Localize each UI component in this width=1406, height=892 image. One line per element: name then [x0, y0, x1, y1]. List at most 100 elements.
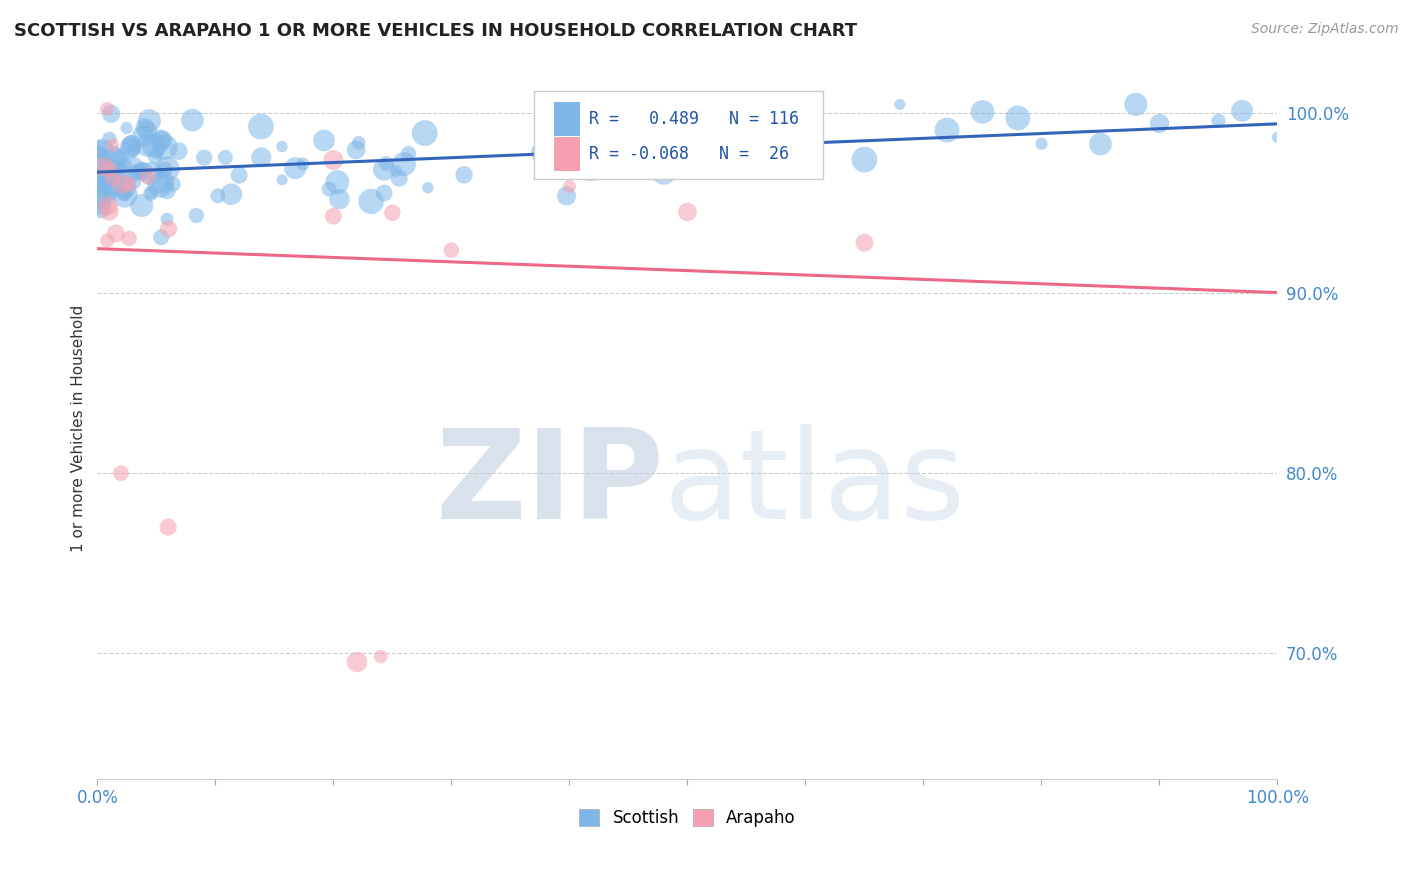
Point	[381, 206, 404, 220]
Point	[90, 153, 112, 167]
Point	[89, 147, 111, 161]
Point	[120, 141, 142, 155]
Legend: Scottish, Arapaho: Scottish, Arapaho	[572, 802, 803, 834]
Point	[157, 222, 180, 236]
Point	[373, 162, 395, 177]
Point	[250, 120, 273, 134]
Point	[579, 161, 602, 176]
Point	[219, 187, 242, 202]
Point	[98, 162, 121, 177]
Point	[128, 165, 150, 179]
Point	[347, 136, 370, 150]
Point	[131, 163, 153, 178]
Text: atlas: atlas	[664, 424, 966, 545]
Point	[114, 187, 136, 202]
Point	[453, 168, 475, 182]
Point	[132, 164, 155, 178]
Point	[388, 171, 411, 186]
Point	[156, 184, 179, 198]
Point	[181, 113, 204, 128]
Point	[676, 205, 699, 219]
Point	[153, 140, 176, 154]
Text: ZIP: ZIP	[434, 424, 664, 545]
Point	[936, 123, 959, 137]
Bar	[554, 137, 581, 170]
Point	[373, 186, 395, 200]
Point	[101, 171, 124, 186]
Point	[100, 163, 122, 178]
Y-axis label: 1 or more Vehicles in Household: 1 or more Vehicles in Household	[72, 304, 86, 552]
Point	[136, 123, 159, 137]
Point	[134, 120, 156, 135]
Point	[101, 184, 124, 198]
Point	[121, 136, 143, 151]
Point	[291, 157, 314, 171]
Point	[138, 113, 160, 128]
Point	[149, 178, 172, 192]
Point	[531, 145, 554, 160]
Point	[385, 164, 408, 178]
Point	[131, 198, 153, 212]
Point	[91, 181, 114, 195]
Point	[214, 150, 236, 164]
Point	[156, 161, 179, 176]
Point	[124, 176, 146, 190]
Point	[322, 209, 344, 223]
Point	[90, 146, 112, 161]
Point	[89, 165, 111, 179]
Point	[141, 167, 163, 181]
Point	[108, 173, 131, 187]
Point	[96, 234, 118, 248]
Text: SCOTTISH VS ARAPAHO 1 OR MORE VEHICLES IN HOUSEHOLD CORRELATION CHART: SCOTTISH VS ARAPAHO 1 OR MORE VEHICLES I…	[14, 22, 858, 40]
Point	[132, 128, 155, 143]
Point	[284, 161, 307, 176]
Point	[972, 104, 994, 119]
Point	[112, 186, 135, 201]
Point	[103, 152, 125, 166]
Point	[150, 230, 173, 244]
Point	[652, 166, 675, 180]
Point	[558, 179, 581, 194]
Text: R =   0.489   N = 116: R = 0.489 N = 116	[589, 110, 800, 128]
Point	[228, 168, 250, 182]
Point	[118, 231, 141, 245]
Point	[150, 133, 173, 147]
Point	[115, 121, 138, 136]
Point	[344, 143, 367, 157]
Point	[87, 195, 110, 210]
Point	[112, 158, 135, 172]
Point	[398, 146, 420, 161]
Point	[1007, 111, 1029, 125]
Point	[440, 243, 463, 257]
Point	[110, 466, 132, 480]
Bar	[554, 102, 581, 136]
Point	[90, 202, 112, 216]
Point	[108, 150, 131, 164]
Point	[271, 139, 294, 153]
Point	[853, 235, 876, 250]
Point	[98, 204, 121, 219]
Point	[375, 156, 398, 170]
Point	[96, 153, 118, 168]
Point	[89, 174, 111, 188]
Point	[103, 149, 125, 163]
Point	[139, 186, 162, 201]
Point	[87, 141, 110, 155]
Point	[114, 180, 136, 194]
Point	[136, 138, 159, 153]
Point	[153, 162, 176, 177]
Point	[107, 167, 129, 181]
Point	[89, 166, 111, 180]
Point	[111, 177, 134, 191]
Point	[98, 191, 121, 205]
Point	[322, 153, 344, 167]
Point	[1230, 103, 1253, 118]
Point	[1208, 114, 1230, 128]
Point	[162, 177, 184, 191]
Point	[1125, 97, 1147, 112]
Point	[101, 138, 124, 153]
Point	[143, 150, 166, 164]
Point	[555, 189, 578, 203]
Point	[94, 175, 117, 189]
Point	[360, 194, 382, 209]
